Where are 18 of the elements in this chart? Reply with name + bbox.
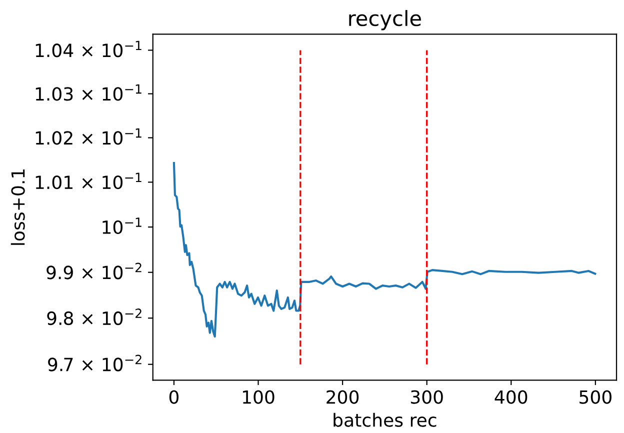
x-tick-label: 400: [494, 390, 528, 404]
y-tick-label: 10$^{−1}$: [102, 218, 142, 234]
y-axis-title: loss+0.1: [10, 169, 25, 245]
x-tick-label: 0: [169, 390, 178, 404]
y-tick-label: 1.02 × 10$^{−1}$: [36, 128, 142, 145]
x-tick-label: 300: [410, 390, 443, 404]
x-tick-label: 200: [326, 390, 359, 404]
y-tick-label: 9.9 × 10$^{−2}$: [46, 262, 142, 280]
line-series: [172, 162, 596, 338]
y-tick-label: 9.7 × 10$^{−2}$: [48, 354, 142, 372]
y-tick-label: 9.8 × 10$^{−2}$: [47, 308, 142, 326]
y-tick-label: 1.04 × 10$^{−1}$: [36, 40, 142, 58]
y-tick-label: 1.03 × 10$^{−1}$: [36, 84, 142, 101]
chart-title: recycle: [349, 10, 421, 30]
y-tick-label: 1.01 × 10$^{−1}$: [36, 172, 142, 190]
x-tick-label: 500: [580, 390, 612, 404]
x-tick-label: 100: [243, 390, 274, 404]
x-axis-title: batches rec: [334, 412, 436, 427]
